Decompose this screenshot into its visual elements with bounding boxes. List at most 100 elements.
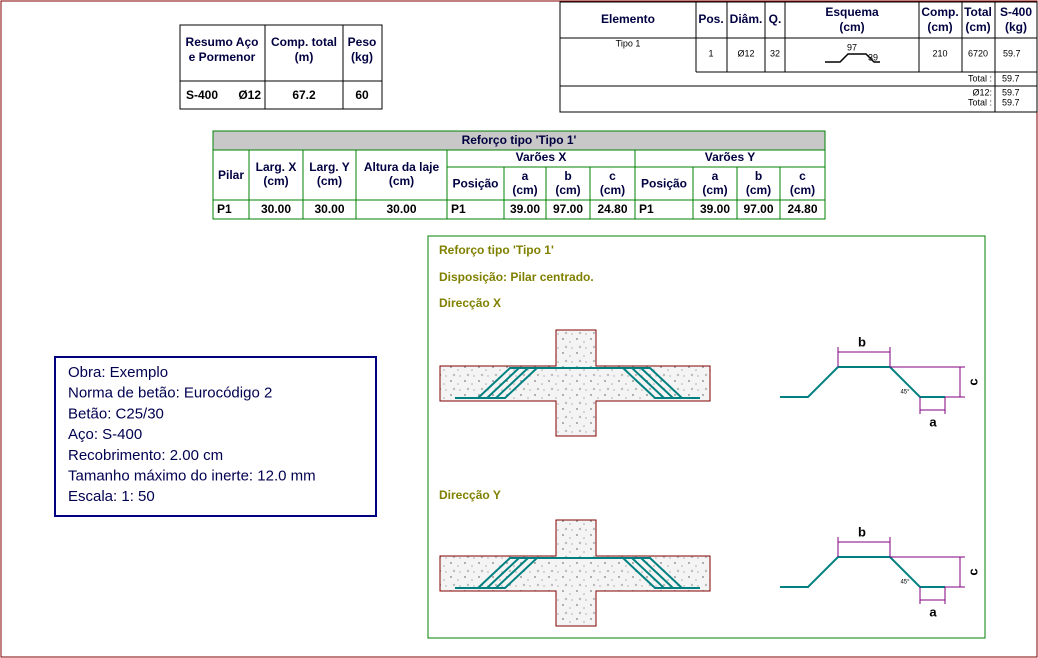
dimension-label: b [858, 334, 866, 349]
dimension-label: a [929, 414, 937, 429]
table-header: Total [964, 5, 992, 19]
dimension-label: b [858, 524, 866, 539]
cell: S-400 [186, 88, 218, 102]
table-header: S-400 [1000, 5, 1032, 19]
table-header: (cm) [512, 183, 537, 197]
total-value: 59.7 [1002, 73, 1020, 83]
table-header: (cm) [790, 183, 815, 197]
detail-title: Reforço tipo 'Tipo 1' [439, 243, 554, 257]
table-header: Pilar [218, 168, 244, 182]
detail-box [427, 235, 986, 639]
cell: 97.00 [743, 202, 773, 216]
cell: 67.2 [292, 88, 316, 102]
cell: Ø12 [238, 88, 261, 102]
sketch-label: 97 [847, 42, 857, 52]
group-header: Varões Y [705, 150, 755, 164]
table-header: a [522, 169, 529, 183]
cell: Tipo 1 [616, 38, 641, 48]
table-header: Pos. [698, 12, 723, 26]
table-header: (cm) [263, 174, 288, 188]
table-title: Reforço tipo 'Tipo 1' [462, 133, 577, 147]
table-header: (cm) [702, 183, 727, 197]
table-header: (cm) [965, 20, 990, 34]
table-header: b [564, 169, 571, 183]
table-header: c [609, 169, 616, 183]
table-header: b [755, 169, 762, 183]
cell: 39.00 [510, 202, 540, 216]
note-line: Escala: 1: 50 [68, 488, 155, 505]
cell: 210 [932, 48, 947, 58]
note-line: Aço: S-400 [68, 426, 142, 443]
cell: P1 [639, 202, 654, 216]
cell: 24.80 [597, 202, 627, 216]
table-header: Altura da laje [364, 160, 440, 174]
bar-sketch [825, 53, 880, 63]
total-value: 59.7 [1002, 87, 1020, 97]
table-header: (kg) [1005, 20, 1027, 34]
bar-shape [780, 366, 945, 398]
table-header: Posição [452, 177, 498, 191]
dimension-label: c [965, 568, 980, 575]
total-label: Ø12: [972, 87, 992, 97]
cell: 1 [708, 48, 713, 58]
table-header: c [799, 169, 806, 183]
angle-label: 45° [900, 390, 910, 396]
table-header: Posição [641, 177, 687, 191]
cell: 30.00 [261, 202, 291, 216]
table-header: Larg. Y [309, 160, 349, 174]
table-header: (m) [295, 50, 314, 64]
cell: 97.00 [553, 202, 583, 216]
table-header: Peso [348, 35, 377, 49]
cell: 60 [355, 88, 369, 102]
table-header: (cm) [839, 20, 864, 34]
total-label: Total : [968, 73, 992, 83]
concrete-section [439, 329, 711, 437]
notes-box [54, 356, 377, 517]
sketch-label: 39 [868, 52, 878, 62]
table-header: (cm) [746, 183, 771, 197]
rebar [455, 557, 700, 589]
table-header: Resumo Aço [186, 35, 259, 49]
note-line: Obra: Exemplo [68, 364, 168, 381]
cell: 32 [770, 48, 780, 58]
note-line: Norma de betão: Eurocódigo 2 [68, 385, 272, 402]
detail-note: Disposição: Pilar centrado. [439, 270, 594, 284]
note-line: Betão: C25/30 [68, 405, 164, 422]
dimension-label: c [965, 378, 980, 385]
cell: 24.80 [787, 202, 817, 216]
total-value: 59.7 [1002, 97, 1020, 107]
reinforcement-table [212, 130, 826, 220]
cell: Ø12 [737, 48, 754, 58]
table-header: (cm) [927, 20, 952, 34]
table-header: Esquema [825, 5, 879, 19]
table-header: Comp. total [271, 35, 337, 49]
table-header: Q. [769, 12, 782, 26]
cell: 30.00 [314, 202, 344, 216]
table-header: Elemento [601, 12, 655, 26]
table-header: e Pormenor [189, 50, 256, 64]
cell: P1 [451, 202, 466, 216]
table-header: (cm) [555, 183, 580, 197]
concrete-section [439, 519, 711, 627]
table-header: (cm) [600, 183, 625, 197]
cell: 39.00 [700, 202, 730, 216]
table-header: a [712, 169, 719, 183]
view-label: Direcção X [439, 296, 501, 310]
view-label: Direcção Y [439, 488, 501, 502]
schedule-table [559, 1, 1038, 113]
cell: 59.7 [1003, 48, 1021, 58]
note-line: Tamanho máximo do inerte: 12.0 mm [68, 467, 316, 484]
note-line: Recobrimento: 2.00 cm [68, 447, 223, 464]
rebar [455, 367, 700, 399]
cell: 30.00 [386, 202, 416, 216]
table-header: (cm) [317, 174, 342, 188]
bar-shape [780, 556, 945, 588]
table-header: (cm) [389, 174, 414, 188]
group-header: Varões X [516, 150, 567, 164]
table-header: Comp. [921, 5, 958, 19]
summary-table [179, 24, 383, 110]
cell: 6720 [968, 48, 988, 58]
